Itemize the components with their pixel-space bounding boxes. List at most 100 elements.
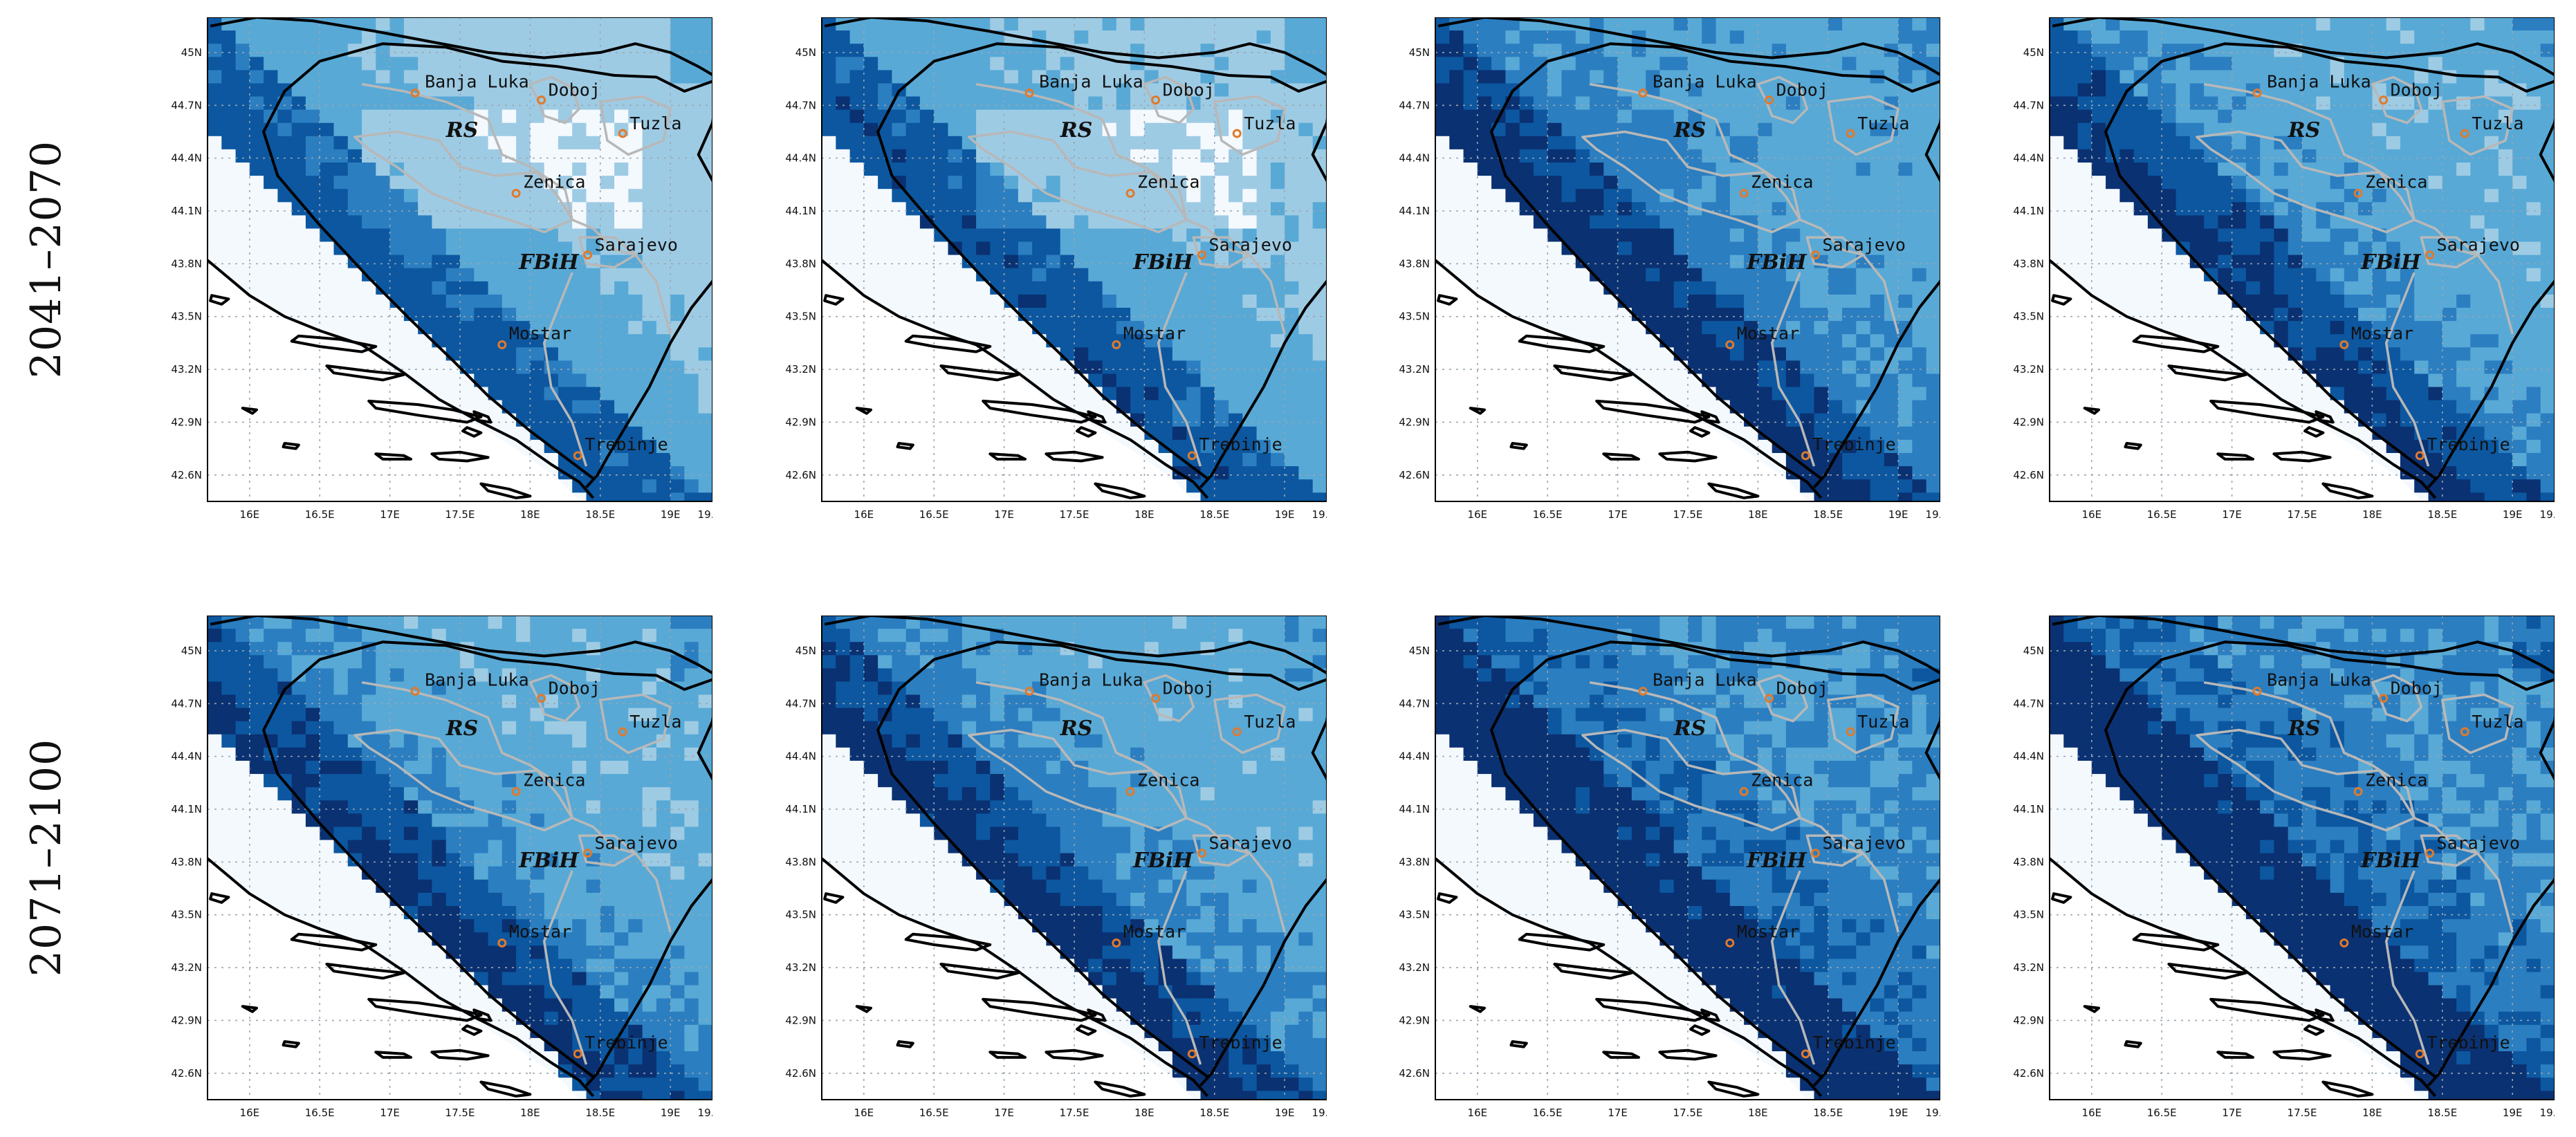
- city-label: Mostar: [1123, 323, 1186, 343]
- map-svg: 45N 44.7N 44.4N 44.1N 43.8N 43.5N 43.2N 42.9N 42…: [1399, 616, 1940, 1119]
- city-label: Banja Luka: [1653, 669, 1757, 690]
- lat-tick-label: 43.8N: [171, 257, 202, 270]
- island: [904, 932, 992, 952]
- lon-tick-label: 18E: [2362, 1107, 2382, 1119]
- city-marker: [1187, 451, 1197, 461]
- city-marker: [1765, 95, 1774, 105]
- city-label: Sarajevo: [2437, 235, 2520, 255]
- entity-border: [1770, 272, 1816, 467]
- country-border: [2104, 640, 2555, 1078]
- map-svg: 45N 44.7N 44.4N 44.1N 43.8N 43.5N 43.2N 42.9N 42…: [1399, 17, 1940, 521]
- lat-tick-label: 43.2N: [171, 961, 202, 974]
- period-label: 2041–2070: [22, 140, 71, 379]
- island: [367, 399, 483, 424]
- lat-tick-label: 44.1N: [785, 803, 816, 815]
- city-marker: [583, 849, 593, 858]
- map-svg: 45N 44.7N 44.4N 44.1N 43.8N 43.5N 43.2N 42.9N 42…: [171, 616, 712, 1119]
- island: [1518, 932, 1606, 952]
- entity-border: [578, 236, 637, 269]
- city-label: Doboj: [1776, 80, 1828, 100]
- lon-tick-label: 19E: [2503, 1107, 2523, 1119]
- island: [1602, 452, 1640, 461]
- lat-tick-label: 44.1N: [171, 803, 202, 815]
- island: [1658, 1048, 1718, 1061]
- lat-tick-label: 43.8N: [2013, 257, 2044, 270]
- lat-tick-label: 42.6N: [1399, 1067, 1430, 1080]
- city-marker: [537, 95, 546, 105]
- city-label: Doboj: [549, 678, 600, 699]
- lon-tick-label: 16.5E: [305, 1107, 335, 1119]
- lat-tick-label: 43.2N: [1399, 363, 1430, 376]
- island: [2124, 1040, 2142, 1048]
- country-border: [2052, 616, 2555, 1087]
- lon-tick-label: 17.5E: [1060, 508, 1089, 521]
- city-label: Trebinje: [1812, 1033, 1895, 1053]
- lat-tick-label: 44.7N: [785, 697, 816, 710]
- gridlines: [208, 17, 712, 501]
- island: [896, 442, 914, 450]
- island: [1658, 450, 1718, 463]
- map-frame: [1435, 616, 1940, 1100]
- lat-tick-label: 44.1N: [171, 205, 202, 217]
- city-marker: [1151, 694, 1161, 703]
- island: [2321, 482, 2374, 499]
- island: [939, 364, 1020, 382]
- city-label: Banja Luka: [425, 669, 529, 690]
- city-marker: [1739, 787, 1749, 797]
- city-marker: [1801, 1049, 1810, 1059]
- entity-border: [1157, 870, 1202, 1065]
- lon-tick-label: 19E: [1275, 1107, 1295, 1119]
- entity-border: [2441, 693, 2514, 755]
- city-label: Banja Luka: [1653, 71, 1757, 91]
- city-label: Mostar: [2351, 323, 2413, 343]
- lat-tick-label: 43.2N: [785, 961, 816, 974]
- lon-tick-label: 16E: [240, 508, 260, 521]
- map-panel: 45N 44.7N 44.4N 44.1N 43.8N 43.5N 43.2N 42.9N 42…: [1387, 17, 1940, 536]
- lat-tick-label: 42.6N: [785, 1067, 816, 1080]
- map-frame: [2049, 616, 2555, 1100]
- island: [479, 1080, 532, 1098]
- city-marker: [573, 451, 582, 461]
- entity-border: [353, 130, 573, 234]
- island: [1469, 407, 1486, 415]
- gridlines: [2050, 616, 2555, 1100]
- lat-tick-label: 44.1N: [1399, 803, 1430, 815]
- city-marker: [2252, 686, 2262, 696]
- city-label: Mostar: [1737, 323, 1799, 343]
- country-border: [2052, 17, 2555, 488]
- city-label: Sarajevo: [595, 235, 678, 255]
- entity-label-rs: RS: [1060, 118, 1093, 142]
- entity-border: [968, 728, 1188, 832]
- city-label: Mostar: [1123, 921, 1186, 941]
- entity-label-rs: RS: [2288, 118, 2321, 142]
- city-label: Tuzla: [1244, 113, 1296, 133]
- island: [1509, 442, 1528, 450]
- lat-tick-label: 42.9N: [1399, 416, 1430, 428]
- island: [2083, 407, 2100, 415]
- island: [2216, 452, 2254, 461]
- entity-border: [1589, 82, 1899, 335]
- lat-tick-label: 43.8N: [1399, 856, 1430, 868]
- island: [982, 399, 1097, 424]
- lon-tick-label: 19E: [661, 1107, 681, 1119]
- island: [241, 407, 258, 415]
- city-marker: [2353, 189, 2363, 198]
- boundaries: [1435, 17, 1940, 499]
- lon-tick-label: 19E: [1888, 1107, 1908, 1119]
- lat-tick-label: 42.6N: [2013, 1067, 2044, 1080]
- island: [1094, 482, 1146, 499]
- city-marker: [537, 694, 546, 703]
- lat-tick-label: 42.6N: [171, 1067, 202, 1080]
- island: [374, 1051, 412, 1059]
- gridlines: [2050, 17, 2555, 501]
- lat-tick-label: 45N: [181, 645, 202, 657]
- gridlines: [1435, 616, 1940, 1100]
- data-field: [1435, 17, 1940, 501]
- city-marker: [2460, 129, 2469, 138]
- entity-border: [1192, 834, 1251, 867]
- lat-tick-label: 43.2N: [171, 363, 202, 376]
- lat-tick-label: 43.5N: [785, 311, 816, 323]
- entity-border: [975, 681, 1286, 933]
- city-marker: [2425, 849, 2435, 858]
- island: [2272, 450, 2332, 463]
